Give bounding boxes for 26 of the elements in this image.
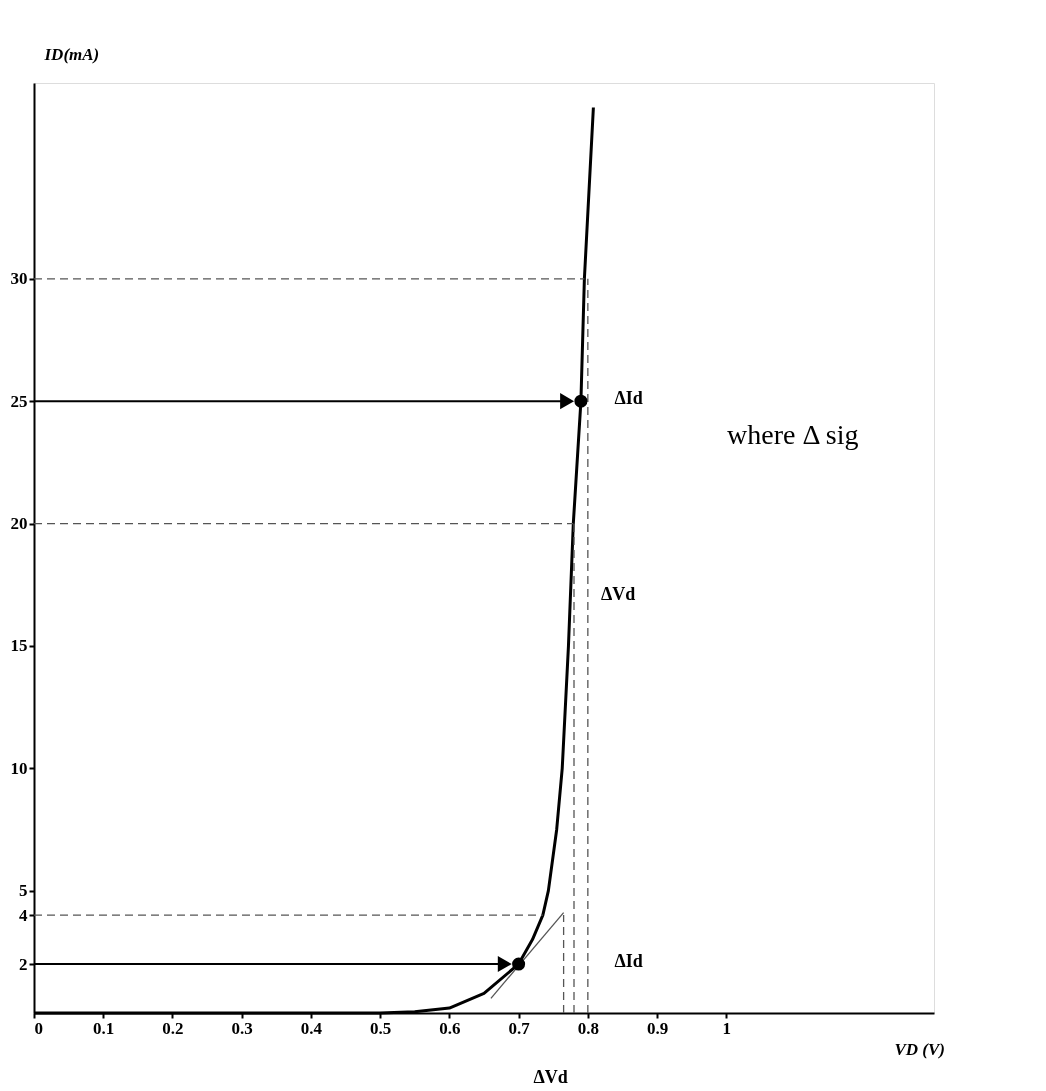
y-tick-label: 30 — [10, 269, 28, 289]
x-tick-label: 0.2 — [162, 1018, 184, 1038]
text: ΔVd — [533, 1067, 568, 1088]
y-tick-label: 15 — [10, 636, 28, 656]
x-tick-label: 1 — [722, 1018, 732, 1038]
y-tick-label: 2 — [19, 954, 28, 974]
x-tick-label: 0.7 — [508, 1018, 531, 1038]
x-tick-label: 0 — [34, 1018, 43, 1038]
y-tick-label: 10 — [10, 758, 28, 778]
y-tick-label: 4 — [19, 905, 28, 925]
annotation: where Δ sig — [727, 419, 859, 451]
x-tick-label: 0.4 — [300, 1018, 323, 1038]
x-axis-title: VD (V) — [894, 1039, 946, 1059]
x-tick-label: 0.1 — [93, 1018, 115, 1038]
y-tick-label: 20 — [10, 514, 28, 534]
x-tick-label: 0.3 — [231, 1018, 253, 1038]
annotation: ΔId — [614, 388, 643, 409]
x-tick-label: 0.6 — [439, 1018, 461, 1038]
x-tick-label: 0.8 — [577, 1018, 599, 1038]
y-axis-title: ID(mA) — [43, 44, 100, 64]
annotation: ΔVd — [601, 583, 636, 604]
x-tick-label: 0.9 — [646, 1018, 669, 1038]
x-tick-label: 0.5 — [370, 1018, 392, 1038]
y-tick-label: 25 — [10, 391, 28, 411]
y-tick-label: 5 — [19, 881, 28, 901]
annotation: ΔId — [614, 950, 643, 971]
